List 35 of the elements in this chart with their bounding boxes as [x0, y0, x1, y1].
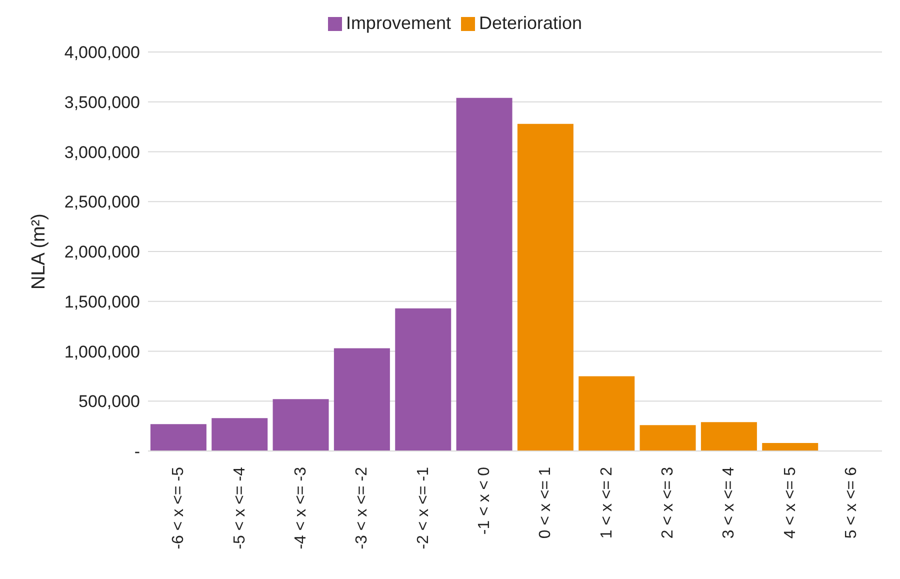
x-tick-label: -3 < x <= -2	[354, 466, 371, 550]
bar	[334, 348, 390, 451]
x-tick-label: 4 < x <= 5	[782, 466, 799, 539]
bar	[640, 425, 696, 451]
bar	[762, 443, 818, 451]
x-tick-label: -4 < x <= -3	[292, 466, 310, 550]
bar	[456, 98, 512, 451]
y-tick-label: 1,000,000	[64, 342, 140, 362]
legend-label: Deterioration	[478, 13, 582, 33]
bar	[212, 418, 268, 451]
bar	[272, 399, 329, 451]
bar	[150, 424, 206, 451]
x-tick-label: -5 < x <= -4	[231, 466, 248, 550]
x-tick-label: 2 < x <= 3	[659, 466, 676, 539]
y-tick-label: 2,500,000	[64, 192, 140, 212]
bar	[700, 422, 757, 451]
x-tick-label: -1 < x < 0	[476, 466, 493, 535]
y-tick-label: -	[134, 442, 140, 462]
x-tick-label: -6 < x <= -5	[170, 466, 188, 550]
y-tick-label: 4,000,000	[64, 43, 140, 62]
y-tick-label: 3,000,000	[64, 142, 140, 162]
y-tick-label: 1,500,000	[64, 292, 140, 312]
y-tick-label: 2,000,000	[64, 242, 140, 262]
y-axis-title: NLA (m²)	[28, 214, 50, 290]
bar	[395, 308, 452, 451]
x-tick-label: 0 < x <= 1	[537, 466, 554, 539]
x-tick-label: 1 < x <= 2	[598, 466, 616, 539]
y-tick-label: 3,500,000	[64, 92, 140, 112]
bar	[517, 124, 574, 451]
x-tick-label: 3 < x <= 4	[720, 466, 738, 539]
legend-label: Improvement	[346, 13, 451, 33]
x-tick-label: -2 < x <= -1	[414, 466, 432, 550]
x-tick-label: 5 < x <= 6	[842, 466, 860, 539]
y-tick-label: 500,000	[78, 392, 140, 412]
bar	[578, 376, 635, 451]
